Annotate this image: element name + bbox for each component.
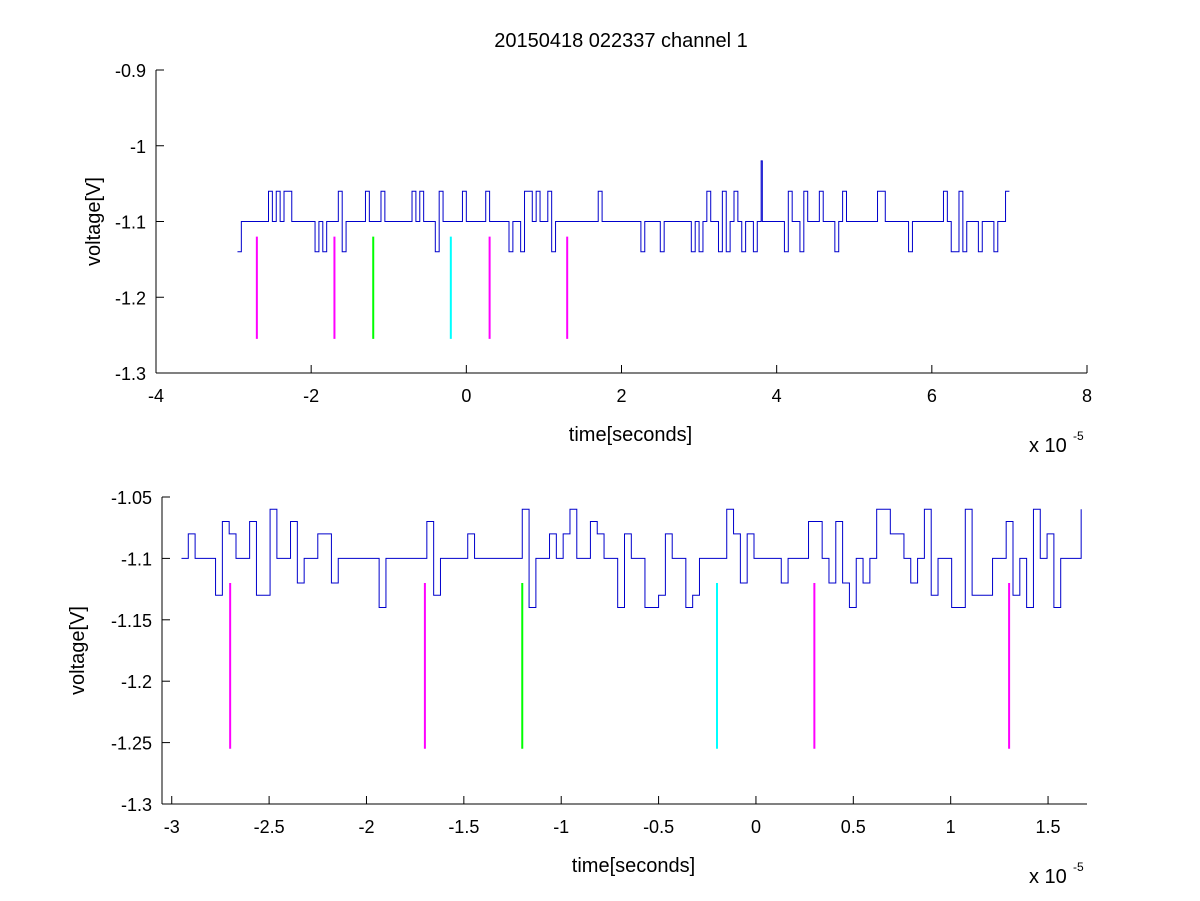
x-axis-label: time[seconds] (569, 424, 692, 446)
y-tick-label: -1.3 (115, 364, 146, 384)
y-tick-label: -1.3 (121, 795, 152, 815)
x-tick-label: -0.5 (643, 817, 674, 837)
x-tick-label: -4 (148, 386, 164, 406)
x-tick-label: -1 (553, 817, 569, 837)
signal-trace (237, 160, 1010, 253)
y-tick-label: -1.15 (111, 611, 152, 631)
y-tick-label: -1 (130, 137, 146, 157)
x-tick-label: 0.5 (841, 817, 866, 837)
top-plot: -4 -2 0 2 4 6 8 -1.3 -1.2 -1.1 -1 -0.9 time[seconds]… (83, 61, 1092, 457)
y-tick-label: -1.1 (121, 549, 152, 569)
y-axis-label: voltage[V] (67, 606, 89, 695)
x-tick-label: 1.5 (1036, 817, 1061, 837)
y-tick-label: -1.2 (121, 672, 152, 692)
y-axis-label: voltage[V] (83, 177, 105, 266)
x-tick-label: 0 (751, 817, 761, 837)
signal-trace (181, 508, 1082, 609)
y-tick-label: -1.05 (111, 488, 152, 508)
x-tick-label: -2 (358, 817, 374, 837)
x-axis-label: time[seconds] (572, 855, 695, 877)
x-exponent-label: x 10 (1029, 866, 1067, 888)
x-tick-label: 6 (927, 386, 937, 406)
y-tick-label: -0.9 (115, 61, 146, 81)
x-exponent-value: -5 (1073, 860, 1084, 874)
bottom-plot: -3 -2.5 -2 -1.5 -1 -0.5 0 0.5 1 1.5 -1.3 -1.25 -1.2 -… (67, 488, 1087, 888)
y-tick-label: -1.25 (111, 734, 152, 754)
x-tick-label: 0 (461, 386, 471, 406)
x-tick-label: -2.5 (254, 817, 285, 837)
x-tick-label: 8 (1082, 386, 1092, 406)
x-tick-label: 4 (772, 386, 782, 406)
x-tick-label: -1.5 (448, 817, 479, 837)
y-tick-label: -1.1 (115, 213, 146, 233)
y-tick-label: -1.2 (115, 288, 146, 308)
x-tick-label: 1 (946, 817, 956, 837)
x-tick-label: -2 (303, 386, 319, 406)
x-tick-label: 2 (616, 386, 626, 406)
x-exponent-label: x 10 (1029, 435, 1067, 457)
x-exponent-value: -5 (1073, 429, 1084, 443)
figure-title: 20150418 022337 channel 1 (494, 30, 748, 52)
x-tick-label: -3 (164, 817, 180, 837)
